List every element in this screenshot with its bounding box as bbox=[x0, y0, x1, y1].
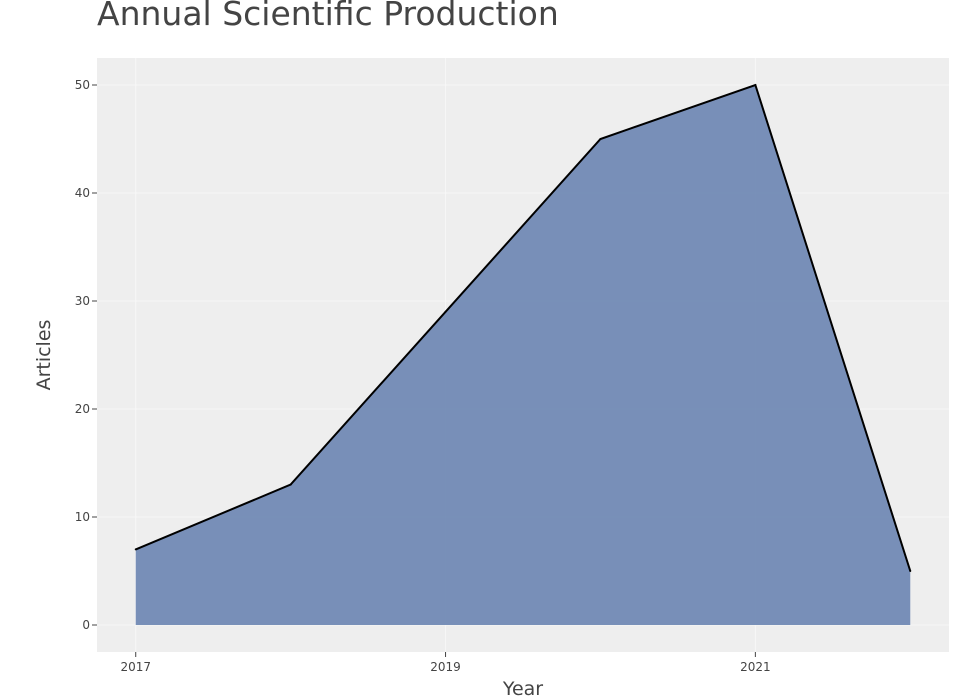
data-point-2022 bbox=[909, 570, 912, 572]
y-tick-label: 50 bbox=[75, 78, 90, 92]
data-point-2021 bbox=[754, 84, 757, 86]
y-axis-title: Articles bbox=[33, 320, 55, 391]
x-tick-label: 2021 bbox=[740, 660, 771, 674]
x-tick-label: 2017 bbox=[120, 660, 151, 674]
data-point-2019 bbox=[444, 310, 447, 313]
data-points bbox=[134, 84, 912, 572]
data-point-2017 bbox=[134, 548, 137, 551]
x-axis-title: Year bbox=[502, 678, 543, 700]
y-axis: 0 10 20 30 40 50 bbox=[75, 78, 97, 632]
y-tick-label: 40 bbox=[75, 186, 90, 200]
x-axis: 2017 2019 2021 bbox=[120, 652, 771, 674]
y-tick-label: 10 bbox=[75, 510, 90, 524]
y-tick-label: 0 bbox=[82, 618, 90, 632]
data-point-2020 bbox=[599, 138, 602, 140]
chart-title: Annual Scientific Production bbox=[97, 0, 559, 33]
data-point-2018 bbox=[289, 483, 292, 486]
x-tick-label: 2019 bbox=[430, 660, 461, 674]
series-line bbox=[135, 83, 912, 572]
y-tick-label: 30 bbox=[75, 294, 90, 308]
area-fill bbox=[135, 85, 911, 625]
y-tick-label: 20 bbox=[75, 402, 90, 416]
